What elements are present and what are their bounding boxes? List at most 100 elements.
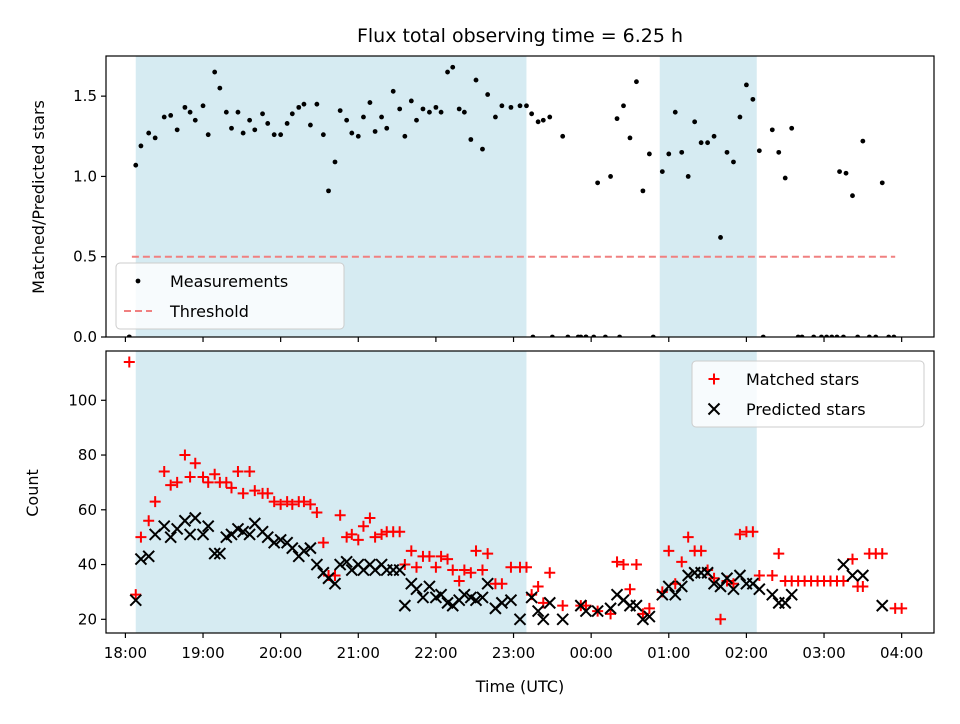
y-tick-label: 1.5: [73, 87, 97, 105]
measurement-point: [750, 96, 756, 102]
predicted-star-point: [537, 613, 550, 626]
measurement-point: [337, 108, 343, 113]
predicted-star-point: [398, 599, 412, 612]
top-panel: 0.0 0.5 1.0 1.5 Measurements Threshold: [73, 55, 935, 346]
predicted-star-point: [531, 604, 545, 618]
measurement-point: [737, 114, 743, 120]
predicted-star-point: [525, 591, 538, 604]
predicted-star-point: [274, 533, 287, 547]
matched-star-point: [442, 553, 454, 565]
measurement-point: [414, 117, 419, 123]
matched-star-point: [197, 471, 209, 483]
predicted-star-point: [243, 528, 256, 541]
predicted-star-point: [495, 596, 509, 610]
measurement-point: [450, 64, 456, 70]
plot-area: [123, 351, 908, 633]
measurement-point: [679, 149, 685, 155]
matched-star-point: [458, 564, 470, 576]
matched-star-point: [753, 570, 765, 582]
matched-star-point: [766, 570, 778, 582]
matched-star-point: [209, 468, 221, 480]
measurement-point: [666, 151, 672, 157]
predicted-star-point: [604, 602, 617, 615]
legend-box: [691, 360, 925, 428]
measurement-point: [301, 101, 307, 107]
predicted-star-point: [458, 588, 471, 601]
matched-star-point: [346, 528, 358, 540]
matched-star-point: [123, 356, 135, 368]
measurement-point: [372, 129, 378, 134]
measurement-point: [614, 116, 620, 122]
matched-star-point: [430, 561, 442, 573]
predicted-star-point: [476, 591, 489, 604]
matched-star-point: [232, 465, 244, 477]
matched-star-point: [447, 564, 459, 576]
matched-star-point: [135, 531, 147, 543]
matched-star-point: [618, 559, 629, 571]
measurement-point: [769, 127, 775, 133]
measurement-point: [468, 137, 474, 142]
matched-star-point: [394, 526, 406, 538]
measurement-point: [284, 121, 290, 126]
measurement-point: [235, 109, 241, 115]
matched-star-point: [695, 545, 707, 557]
measurement-point: [529, 111, 535, 117]
measurement-point: [278, 132, 284, 138]
predicted-star-point: [669, 588, 682, 601]
matched-star-point: [158, 465, 170, 477]
measurement-point: [379, 114, 384, 120]
predicted-star-point: [304, 541, 317, 555]
matched-star-point: [189, 457, 201, 469]
measurement-point: [692, 119, 698, 125]
predicted-star-point: [183, 528, 197, 541]
matched-star-point: [663, 545, 675, 557]
matched-star-point: [715, 613, 727, 625]
measurement-point: [508, 104, 514, 110]
matched-star-point: [220, 476, 232, 488]
matched-star-point: [423, 550, 435, 562]
measurement-point: [229, 125, 234, 131]
axes-frame: [105, 350, 935, 634]
measurement-point: [332, 159, 338, 165]
measurement-point: [621, 103, 626, 109]
matched-star-point: [165, 479, 177, 491]
measurement-point: [524, 103, 529, 109]
chart-title: Flux total observing time = 6.25 h: [357, 25, 683, 47]
measurement-point: [776, 149, 782, 155]
matched-star-point: [298, 496, 310, 508]
legend-box: [115, 262, 345, 330]
predicted-star-point: [434, 588, 448, 601]
predicted-star-point: [310, 558, 324, 571]
matched-star-point: [275, 498, 287, 510]
matched-star-point: [304, 498, 316, 510]
matched-star-point: [411, 561, 422, 573]
predicted-star-point: [328, 577, 342, 590]
predicted-star-point: [267, 536, 281, 549]
measurement-point: [782, 175, 788, 181]
x-tick-label: 00:00: [570, 644, 613, 662]
predicted-star-point: [164, 530, 177, 544]
predicted-star-point: [556, 613, 569, 626]
measurement-point: [182, 104, 188, 110]
predicted-star-point: [753, 582, 766, 596]
measurement-point: [433, 104, 439, 110]
predicted-star-point: [656, 588, 669, 601]
predicted-star-point: [707, 577, 721, 590]
predicted-star-point: [714, 580, 727, 593]
predicted-star-point: [236, 525, 250, 538]
measurement-point: [731, 159, 736, 165]
legend: Matched stars Predicted stars: [691, 360, 925, 428]
predicted-star-point: [856, 569, 870, 582]
predicted-star-point: [513, 613, 527, 626]
predicted-star-point: [129, 593, 142, 607]
measurement-point: [408, 98, 414, 104]
measurement-point: [133, 162, 139, 168]
predicted-star-point: [837, 558, 850, 571]
measurement-point: [200, 103, 206, 109]
measurement-point: [397, 106, 403, 112]
matched-star-point: [896, 602, 908, 614]
measurement-point: [843, 170, 849, 176]
measurement-point: [296, 104, 302, 110]
matched-star-point: [237, 487, 249, 499]
